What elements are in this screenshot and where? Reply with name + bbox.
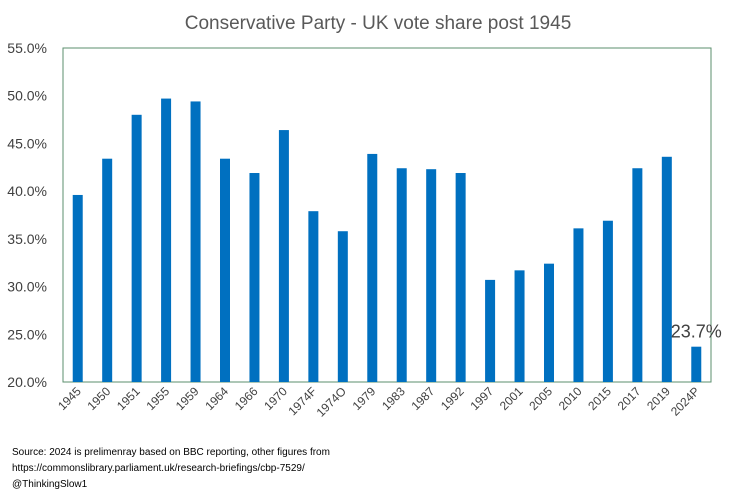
x-tick-label: 1983 bbox=[379, 384, 408, 413]
x-tick-label: 1974F bbox=[286, 384, 320, 418]
x-tick-label: 1955 bbox=[143, 384, 172, 413]
bar-1974F bbox=[308, 211, 319, 382]
data-label: 23.7% bbox=[671, 322, 722, 342]
bar-2017 bbox=[632, 168, 643, 382]
y-tick-label: 25.0% bbox=[7, 326, 47, 342]
bar-2015 bbox=[602, 220, 613, 382]
bar-1950 bbox=[102, 158, 113, 382]
source-note: Source: 2024 is prelimenray based on BBC… bbox=[12, 447, 330, 458]
bar-1964 bbox=[220, 158, 230, 382]
y-tick-label: 30.0% bbox=[7, 279, 47, 295]
x-tick-label: 1987 bbox=[409, 384, 438, 413]
bar-2024P bbox=[691, 346, 702, 382]
y-tick-label: 35.0% bbox=[7, 231, 47, 247]
bar-1974O bbox=[337, 231, 348, 382]
author-handle: @ThinkingSlow1 bbox=[12, 479, 88, 490]
x-axis-ticks: 1945 1950 1951 1955 1959 1964 1966 19701974F197… bbox=[55, 384, 702, 420]
x-tick-label: 2024P bbox=[668, 384, 702, 418]
y-tick-label: 55.0% bbox=[7, 40, 47, 56]
x-tick-label: 1959 bbox=[173, 384, 202, 413]
bar-1992 bbox=[455, 173, 466, 382]
x-tick-label: 2017 bbox=[615, 384, 644, 413]
chart-title: Conservative Party - UK vote share post … bbox=[185, 13, 572, 34]
bar-1970 bbox=[278, 130, 289, 382]
x-tick-label: 2001 bbox=[497, 384, 526, 413]
bar-2001 bbox=[514, 270, 525, 382]
bar-2005 bbox=[544, 263, 554, 382]
bar-1987 bbox=[426, 169, 437, 382]
bar-2019 bbox=[661, 156, 672, 382]
y-tick-label: 20.0% bbox=[7, 374, 47, 390]
x-tick-label: 1951 bbox=[114, 384, 143, 413]
x-tick-label: 1950 bbox=[85, 384, 114, 413]
y-axis-ticks: 20.0% 25.0% 30.0% 35.0% 40.0% 45.0% 50.0% 55.0% bbox=[7, 40, 47, 390]
bars bbox=[72, 98, 702, 383]
x-tick-label: 1979 bbox=[350, 384, 379, 413]
x-tick-label: 1992 bbox=[438, 384, 467, 413]
y-tick-label: 50.0% bbox=[7, 88, 47, 104]
x-tick-label: 2005 bbox=[526, 384, 555, 413]
bar-1951 bbox=[131, 114, 142, 383]
y-tick-label: 40.0% bbox=[7, 183, 47, 199]
bar-1955 bbox=[161, 98, 172, 382]
x-tick-label: 1997 bbox=[467, 384, 496, 413]
bar-2010 bbox=[573, 228, 584, 382]
x-tick-label: 2010 bbox=[556, 384, 585, 413]
bar-1997 bbox=[485, 279, 496, 382]
bar-1983 bbox=[396, 168, 407, 382]
x-tick-label: 2015 bbox=[585, 384, 614, 413]
bar-1959 bbox=[190, 101, 201, 382]
data-labels: 23.7% bbox=[671, 322, 722, 342]
bar-1979 bbox=[367, 153, 378, 382]
y-tick-label: 45.0% bbox=[7, 135, 47, 151]
x-tick-label: 1945 bbox=[55, 384, 84, 413]
source-url: https://commonslibrary.parliament.uk/res… bbox=[12, 463, 305, 474]
plot-area-border bbox=[62, 47, 712, 383]
bar-1966 bbox=[249, 173, 260, 382]
bar-1945 bbox=[72, 194, 83, 382]
x-tick-label: 1966 bbox=[232, 384, 261, 413]
x-tick-label: 1974O bbox=[314, 384, 349, 419]
x-tick-label: 1964 bbox=[202, 384, 231, 413]
